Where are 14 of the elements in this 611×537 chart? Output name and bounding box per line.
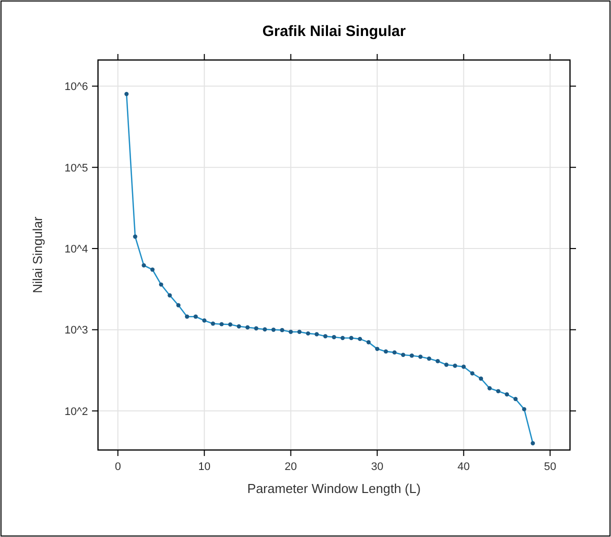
y-tick-label: 10^3: [64, 324, 88, 337]
chart-title: Grafik Nilai Singular: [262, 23, 406, 40]
x-tick-label: 10: [198, 461, 210, 473]
x-tick-label: 20: [284, 461, 297, 473]
y-tick-label: 10^5: [64, 162, 88, 174]
y-tick-label: 10^4: [64, 244, 88, 256]
x-tick-label: 30: [371, 461, 384, 473]
y-axis-title: Nilai Singular: [30, 216, 45, 294]
x-tick-label: 40: [458, 461, 470, 473]
y-tick-label: 10^6: [64, 81, 88, 94]
x-tick-label: 0: [114, 461, 121, 473]
x-axis-title: Parameter Window Length (L): [247, 481, 421, 496]
y-tick-label: 10^2: [64, 406, 88, 418]
x-tick-label: 50: [544, 461, 556, 473]
